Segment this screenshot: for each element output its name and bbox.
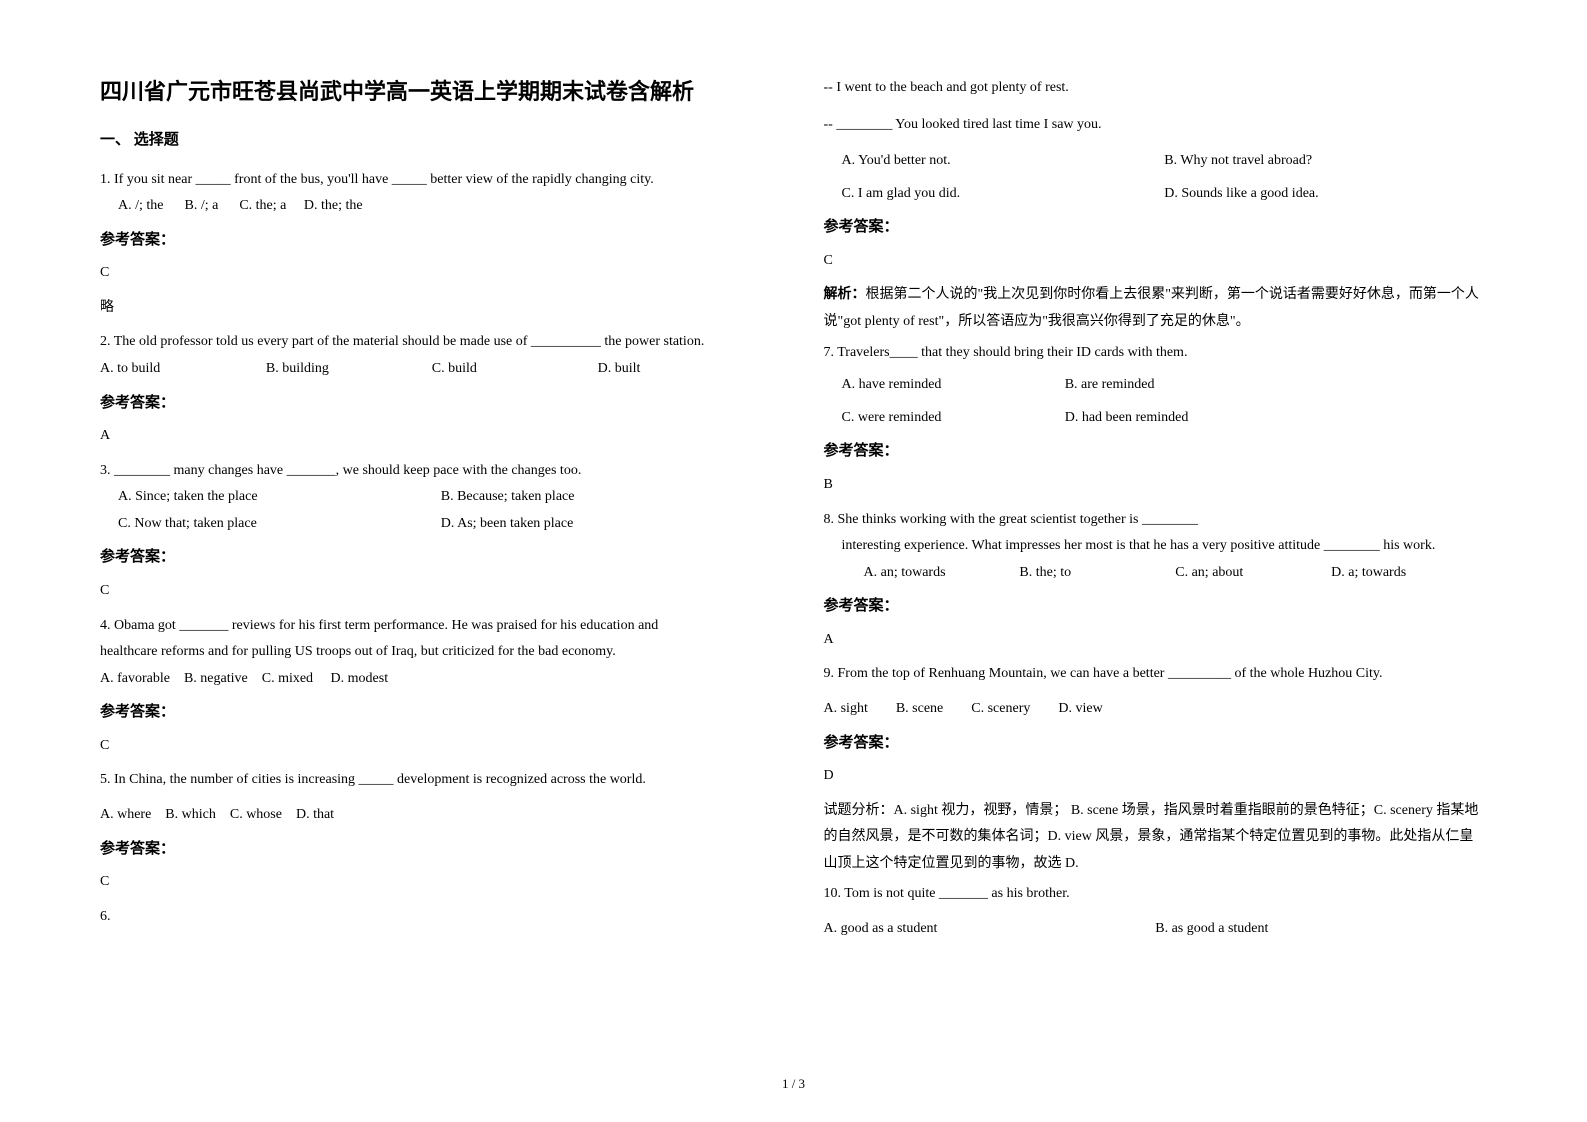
q7-opt-d: D. had been reminded xyxy=(1065,405,1288,432)
q1-options: A. /; the B. /; a C. the; a D. the; the xyxy=(100,193,764,220)
q6-line1: -- I went to the beach and got plenty of… xyxy=(824,75,1488,102)
q7-opt-b: B. are reminded xyxy=(1065,372,1288,399)
q6-line2: -- ________ You looked tired last time I… xyxy=(824,112,1488,139)
question-6: -- I went to the beach and got plenty of… xyxy=(824,75,1488,207)
left-column: 四川省广元市旺苍县尚武中学高一英语上学期期末试卷含解析 一、 选择题 1. If… xyxy=(100,75,764,947)
explain-label: 解析： xyxy=(824,287,866,302)
question-5: 5. In China, the number of cities is inc… xyxy=(100,767,764,828)
q4-answer: C xyxy=(100,733,764,760)
q9-text: 9. From the top of Renhuang Mountain, we… xyxy=(824,661,1488,688)
question-2: 2. The old professor told us every part … xyxy=(100,329,764,382)
q1-text: 1. If you sit near _____ front of the bu… xyxy=(100,167,764,194)
question-9: 9. From the top of Renhuang Mountain, we… xyxy=(824,661,1488,722)
q9-explanation: 试题分析：A. sight 视力，视野，情景； B. scene 场景，指风景时… xyxy=(824,798,1488,878)
q6-exp-text: 根据第二个人说的"我上次见到你时你看上去很累"来判断，第一个说话者需要好好休息，… xyxy=(824,287,1479,329)
q3-text: 3. ________ many changes have _______, w… xyxy=(100,458,764,485)
q3-options-row2: C. Now that; taken place D. As; been tak… xyxy=(100,511,764,538)
section-heading: 一、 选择题 xyxy=(100,126,764,155)
q3-answer: C xyxy=(100,578,764,605)
q3-opt-d: D. As; been taken place xyxy=(441,511,764,538)
q1-answer: C xyxy=(100,260,764,287)
q2-opt-d: D. built xyxy=(598,356,764,383)
q9-answer: D xyxy=(824,763,1488,790)
q3-opt-b: B. Because; taken place xyxy=(441,484,764,511)
answer-label: 参考答案： xyxy=(824,437,1488,466)
q6-answer: C xyxy=(824,248,1488,275)
q5-answer: C xyxy=(100,869,764,896)
q5-text: 5. In China, the number of cities is inc… xyxy=(100,767,764,794)
q7-options-row2: C. were reminded D. had been reminded xyxy=(824,405,1288,432)
q7-text: 7. Travelers____ that they should bring … xyxy=(824,340,1488,367)
q8-answer: A xyxy=(824,627,1488,654)
q8-line2: interesting experience. What impresses h… xyxy=(824,533,1488,560)
q2-options: A. to build B. building C. build D. buil… xyxy=(100,356,764,383)
q2-opt-a: A. to build xyxy=(100,356,266,383)
page: 四川省广元市旺苍县尚武中学高一英语上学期期末试卷含解析 一、 选择题 1. If… xyxy=(0,0,1587,987)
answer-label: 参考答案： xyxy=(100,389,764,418)
answer-label: 参考答案： xyxy=(100,698,764,727)
q3-opt-c: C. Now that; taken place xyxy=(118,511,441,538)
q3-options-row1: A. Since; taken the place B. Because; ta… xyxy=(100,484,764,511)
q2-opt-b: B. building xyxy=(266,356,432,383)
question-10: 10. Tom is not quite _______ as his brot… xyxy=(824,881,1488,942)
q6-opt-c: C. I am glad you did. xyxy=(842,181,1165,208)
q8-opt-c: C. an; about xyxy=(1175,560,1331,587)
answer-label: 参考答案： xyxy=(824,592,1488,621)
question-6-stub: 6. xyxy=(100,904,764,931)
q6-opt-b: B. Why not travel abroad? xyxy=(1164,148,1487,175)
q7-opt-c: C. were reminded xyxy=(842,405,1065,432)
q8-opt-a: A. an; towards xyxy=(864,560,1020,587)
q2-answer: A xyxy=(100,423,764,450)
document-title: 四川省广元市旺苍县尚武中学高一英语上学期期末试卷含解析 xyxy=(100,75,764,108)
q7-opt-a: A. have reminded xyxy=(842,372,1065,399)
answer-label: 参考答案： xyxy=(824,729,1488,758)
q8-opt-d: D. a; towards xyxy=(1331,560,1487,587)
question-4: 4. Obama got _______ reviews for his fir… xyxy=(100,613,764,693)
answer-label: 参考答案： xyxy=(100,226,764,255)
answer-label: 参考答案： xyxy=(100,543,764,572)
question-1: 1. If you sit near _____ front of the bu… xyxy=(100,167,764,220)
answer-label: 参考答案： xyxy=(100,835,764,864)
q6-opt-d: D. Sounds like a good idea. xyxy=(1164,181,1487,208)
q10-options: A. good as a student B. as good a studen… xyxy=(824,916,1488,943)
q2-text: 2. The old professor told us every part … xyxy=(100,329,764,356)
q1-note: 略 xyxy=(100,295,764,322)
q4-text1: 4. Obama got _______ reviews for his fir… xyxy=(100,613,764,640)
q10-opt-a: A. good as a student xyxy=(824,916,1156,943)
q9-options: A. sight B. scene C. scenery D. view xyxy=(824,696,1488,723)
q8-line1: 8. She thinks working with the great sci… xyxy=(824,507,1488,534)
q4-options: A. favorable B. negative C. mixed D. mod… xyxy=(100,666,764,693)
page-number: 1 / 3 xyxy=(0,1076,1587,1092)
q7-answer: B xyxy=(824,472,1488,499)
question-7: 7. Travelers____ that they should bring … xyxy=(824,340,1488,432)
answer-label: 参考答案： xyxy=(824,213,1488,242)
q10-opt-b: B. as good a student xyxy=(1155,916,1487,943)
q2-opt-c: C. build xyxy=(432,356,598,383)
q10-text: 10. Tom is not quite _______ as his brot… xyxy=(824,881,1488,908)
q7-options-row1: A. have reminded B. are reminded xyxy=(824,372,1288,399)
q5-options: A. where B. which C. whose D. that xyxy=(100,802,764,829)
q6-options-row1: A. You'd better not. B. Why not travel a… xyxy=(824,148,1488,175)
question-8: 8. She thinks working with the great sci… xyxy=(824,507,1488,587)
q4-text2: healthcare reforms and for pulling US tr… xyxy=(100,639,764,666)
q6-options-row2: C. I am glad you did. D. Sounds like a g… xyxy=(824,181,1488,208)
q8-opt-b: B. the; to xyxy=(1019,560,1175,587)
q8-options: A. an; towards B. the; to C. an; about D… xyxy=(824,560,1488,587)
question-3: 3. ________ many changes have _______, w… xyxy=(100,458,764,538)
q3-opt-a: A. Since; taken the place xyxy=(118,484,441,511)
q6-opt-a: A. You'd better not. xyxy=(842,148,1165,175)
right-column: -- I went to the beach and got plenty of… xyxy=(824,75,1488,947)
q6-explanation: 解析：根据第二个人说的"我上次见到你时你看上去很累"来判断，第一个说话者需要好好… xyxy=(824,282,1488,335)
